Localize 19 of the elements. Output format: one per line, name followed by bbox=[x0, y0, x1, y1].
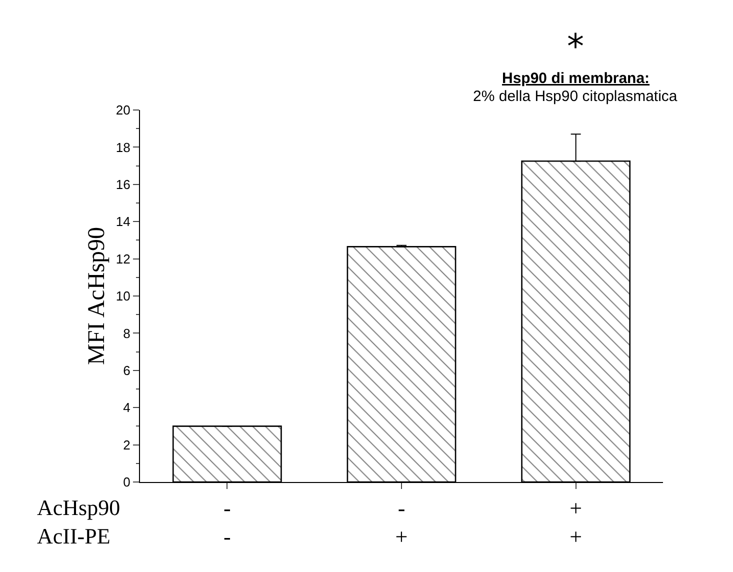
y-tick-label: 14 bbox=[116, 214, 130, 230]
y-tick-label: 6 bbox=[123, 362, 130, 378]
y-tick-label: 16 bbox=[116, 176, 130, 192]
x-tick-label: - - bbox=[224, 495, 231, 549]
x-tick-label: - + bbox=[395, 495, 408, 549]
y-tick-label: 4 bbox=[123, 400, 130, 416]
text: 2% della Hsp90 citoplasmatica bbox=[473, 88, 678, 105]
y-tick-label: 8 bbox=[123, 326, 130, 341]
y-tick-label: 18 bbox=[116, 140, 130, 155]
y-tick-label: 20 bbox=[116, 102, 130, 118]
text: * bbox=[567, 27, 584, 67]
x-tick-label: + + bbox=[570, 495, 582, 549]
text: AcHsp90 AcII-PE bbox=[37, 495, 120, 549]
y-tick-label: 12 bbox=[116, 251, 130, 266]
y-tick-label: 0 bbox=[123, 474, 130, 490]
text: Hsp90 di membrana: bbox=[502, 70, 650, 87]
y-tick-label: 2 bbox=[123, 437, 130, 452]
y-axis-title: MFI AcHsp90 bbox=[84, 226, 110, 366]
y-tick-label: 10 bbox=[116, 288, 130, 304]
